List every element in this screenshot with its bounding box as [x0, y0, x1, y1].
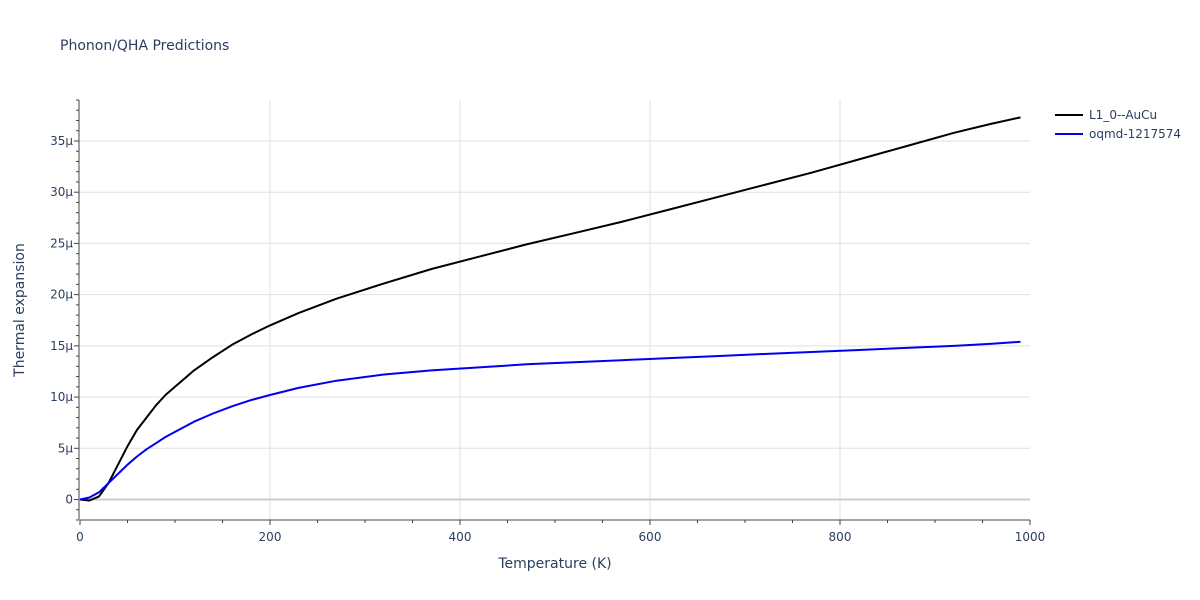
y-tick-label: 10μ	[50, 390, 73, 404]
x-tick-label: 200	[259, 530, 282, 544]
y-tick-label: 0	[65, 493, 73, 507]
y-tick-label: 15μ	[50, 339, 73, 353]
x-axis-title: Temperature (K)	[497, 556, 611, 572]
y-axis-title: Thermal expansion	[12, 243, 28, 378]
series-line-2	[79, 340, 1021, 501]
x-tick-label: 0	[76, 530, 84, 544]
plot-lines	[79, 116, 1021, 502]
y-tick-labels: 0 5μ 10μ 15μ 20μ 25μ 30μ 35μ	[50, 134, 73, 507]
legend-label: oqmd-1217574	[1089, 127, 1181, 141]
legend: L1_0--AuCu oqmd-1217574	[1055, 108, 1181, 141]
y-tick-label: 25μ	[50, 236, 73, 250]
minor-ticks	[74, 99, 1031, 525]
series-line-1	[79, 116, 1021, 502]
y-tick-label: 30μ	[50, 185, 73, 199]
y-tick-label: 35μ	[50, 134, 73, 148]
x-tick-label: 800	[829, 530, 852, 544]
x-tick-label: 400	[449, 530, 472, 544]
grid-lines	[80, 100, 1030, 520]
legend-label: L1_0--AuCu	[1089, 108, 1157, 122]
x-tick-label: 1000	[1015, 530, 1046, 544]
y-tick-label: 20μ	[50, 288, 73, 302]
y-tick-label: 5μ	[58, 441, 74, 455]
x-tick-labels: 0 200 400 600 800 1000	[76, 530, 1045, 544]
x-tick-label: 600	[639, 530, 662, 544]
chart-title: Phonon/QHA Predictions	[60, 38, 229, 54]
